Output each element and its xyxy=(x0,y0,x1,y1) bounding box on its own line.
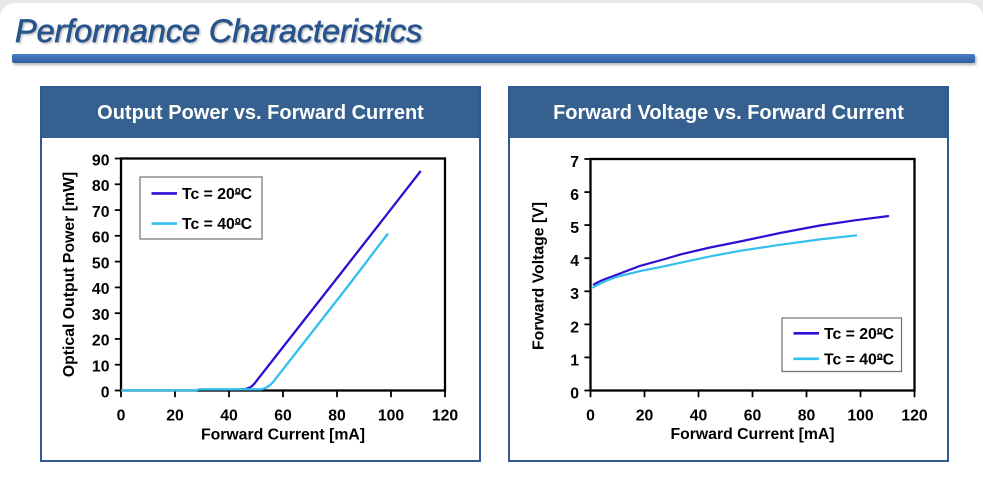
svg-text:7: 7 xyxy=(570,154,579,171)
svg-text:80: 80 xyxy=(328,408,346,425)
svg-text:100: 100 xyxy=(378,408,405,425)
svg-text:1: 1 xyxy=(570,352,579,369)
svg-text:60: 60 xyxy=(274,408,292,425)
svg-text:0: 0 xyxy=(586,408,595,425)
svg-text:2: 2 xyxy=(570,319,579,336)
svg-text:Tc = 40ºC: Tc = 40ºC xyxy=(182,216,252,233)
svg-text:10: 10 xyxy=(92,359,110,376)
svg-text:70: 70 xyxy=(92,204,110,221)
svg-text:20: 20 xyxy=(92,333,110,350)
svg-text:30: 30 xyxy=(92,307,110,324)
svg-text:0: 0 xyxy=(101,384,110,401)
svg-text:Forward Current [mA]: Forward Current [mA] xyxy=(670,426,834,443)
svg-text:120: 120 xyxy=(901,408,928,425)
svg-text:40: 40 xyxy=(92,281,110,298)
svg-text:0: 0 xyxy=(117,408,126,425)
svg-text:40: 40 xyxy=(690,408,708,425)
svg-text:20: 20 xyxy=(166,408,184,425)
svg-text:4: 4 xyxy=(570,253,579,270)
svg-text:Tc = 40ºC: Tc = 40ºC xyxy=(824,351,894,368)
svg-text:3: 3 xyxy=(570,286,579,303)
svg-text:Forward Voltage [V]: Forward Voltage [V] xyxy=(531,202,548,350)
svg-text:60: 60 xyxy=(744,408,762,425)
svg-text:120: 120 xyxy=(432,408,459,425)
svg-text:0: 0 xyxy=(570,385,579,402)
svg-text:80: 80 xyxy=(798,408,816,425)
svg-text:90: 90 xyxy=(92,152,110,169)
svg-text:Tc = 20ºC: Tc = 20ºC xyxy=(824,326,894,343)
svg-text:50: 50 xyxy=(92,255,110,272)
svg-text:80: 80 xyxy=(92,178,110,195)
svg-text:20: 20 xyxy=(636,408,654,425)
svg-text:Optical Output Power [mW]: Optical Output Power [mW] xyxy=(61,172,78,377)
svg-text:Tc = 20ºC: Tc = 20ºC xyxy=(182,186,252,203)
svg-text:60: 60 xyxy=(92,230,110,247)
svg-text:100: 100 xyxy=(847,408,874,425)
svg-text:5: 5 xyxy=(570,220,579,237)
svg-text:Forward Current [mA]: Forward Current [mA] xyxy=(201,427,365,444)
svg-text:6: 6 xyxy=(570,187,579,204)
svg-text:40: 40 xyxy=(220,408,238,425)
